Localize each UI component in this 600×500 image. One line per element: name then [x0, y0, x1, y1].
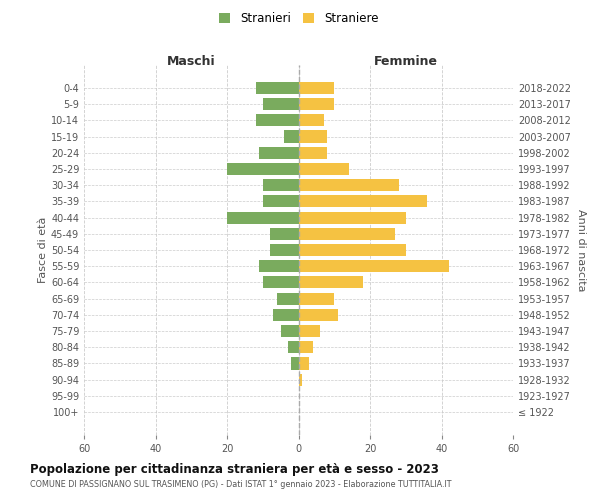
Bar [281, 325, 299, 337]
Y-axis label: Anni di nascita: Anni di nascita [577, 209, 586, 291]
Bar [263, 196, 299, 207]
Bar [299, 114, 323, 126]
Y-axis label: Fasce di età: Fasce di età [38, 217, 48, 283]
Bar [299, 163, 349, 175]
Bar [299, 196, 427, 207]
Bar [284, 130, 299, 142]
Bar [256, 114, 299, 126]
Bar [299, 244, 406, 256]
Bar [227, 163, 299, 175]
Bar [299, 292, 334, 304]
Bar [299, 341, 313, 353]
Bar [259, 146, 299, 159]
Bar [299, 325, 320, 337]
Bar [299, 179, 398, 191]
Bar [259, 260, 299, 272]
Bar [263, 98, 299, 110]
Text: Femmine: Femmine [374, 56, 438, 68]
Bar [299, 228, 395, 240]
Bar [299, 374, 302, 386]
Bar [299, 309, 338, 321]
Text: Maschi: Maschi [167, 56, 215, 68]
Bar [270, 228, 299, 240]
Bar [274, 309, 299, 321]
Bar [299, 276, 363, 288]
Bar [263, 276, 299, 288]
Bar [263, 179, 299, 191]
Bar [270, 244, 299, 256]
Text: Popolazione per cittadinanza straniera per età e sesso - 2023: Popolazione per cittadinanza straniera p… [30, 462, 439, 475]
Bar [288, 341, 299, 353]
Bar [299, 146, 327, 159]
Text: COMUNE DI PASSIGNANO SUL TRASIMENO (PG) - Dati ISTAT 1° gennaio 2023 - Elaborazi: COMUNE DI PASSIGNANO SUL TRASIMENO (PG) … [30, 480, 452, 489]
Bar [227, 212, 299, 224]
Legend: Stranieri, Straniere: Stranieri, Straniere [218, 12, 379, 24]
Bar [299, 212, 406, 224]
Bar [277, 292, 299, 304]
Bar [299, 130, 327, 142]
Bar [299, 260, 449, 272]
Bar [299, 358, 309, 370]
Bar [299, 82, 334, 94]
Bar [292, 358, 299, 370]
Bar [299, 98, 334, 110]
Bar [256, 82, 299, 94]
